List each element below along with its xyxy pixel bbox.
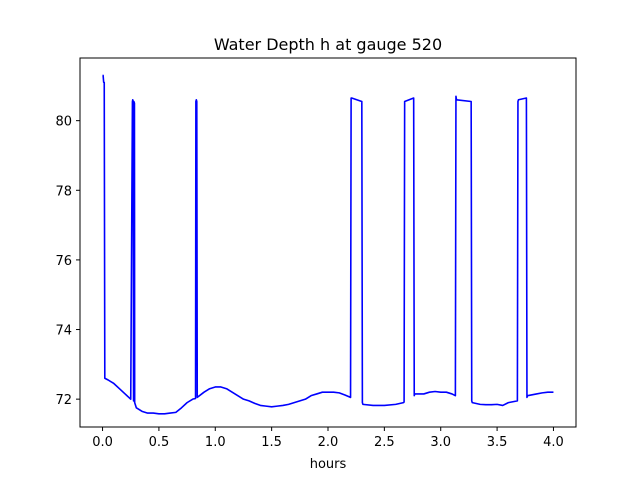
x-tick-label: 0.0	[92, 435, 113, 450]
x-tick-label: 3.5	[487, 435, 508, 450]
x-tick-label: 4.0	[543, 435, 564, 450]
y-tick-label: 78	[55, 184, 72, 199]
x-tick-label: 3.0	[430, 435, 451, 450]
y-tick-label: 72	[55, 393, 72, 408]
x-tick-label: 1.0	[205, 435, 226, 450]
chart-title: Water Depth h at gauge 520	[214, 35, 442, 54]
x-axis-ticks: 0.0 0.5 1.0 1.5 2.0 2.5 3.0 3.5 4.0	[92, 427, 564, 450]
x-axis-label: hours	[310, 457, 347, 472]
x-tick-label: 2.5	[374, 435, 395, 450]
x-tick-label: 0.5	[149, 435, 170, 450]
y-tick-label: 74	[55, 324, 72, 339]
series-line-0	[102, 74, 554, 415]
plot-area-frame	[79, 57, 577, 428]
x-tick-label: 1.5	[261, 435, 282, 450]
x-tick-label: 2.0	[318, 435, 339, 450]
y-tick-label: 76	[55, 254, 72, 269]
y-tick-label: 80	[55, 115, 72, 130]
y-axis-ticks: 72 74 76 78 80	[55, 115, 80, 408]
series-layer	[102, 74, 554, 415]
